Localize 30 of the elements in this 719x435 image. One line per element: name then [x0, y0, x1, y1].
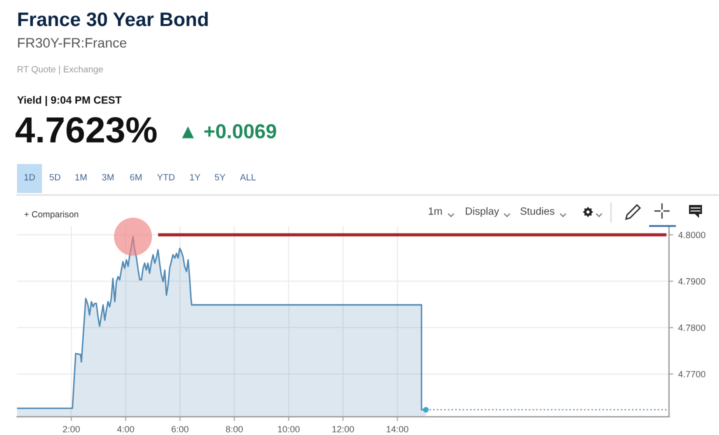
chart-title: France 30 Year Bond — [18, 12, 208, 26]
text: 1D — [24, 174, 35, 180]
text: YTD — [157, 174, 175, 180]
text: + Comparison — [24, 210, 78, 220]
y-tick-label: 4.7800 — [678, 324, 706, 331]
y-tick-label: 4.7700 — [678, 370, 706, 378]
x-tick-label: 12:00 — [332, 426, 354, 432]
text: ▲ +0.0069 — [182, 124, 276, 138]
chart-subtitle: FR30Y-FR:France — [18, 38, 126, 48]
x-tick-label: 2:00 — [63, 426, 80, 432]
text: 1M — [75, 174, 87, 180]
text: 4.7623% — [16, 117, 157, 143]
text: 1Y — [190, 174, 200, 180]
text: 1m — [428, 208, 442, 215]
text: 3M — [102, 174, 114, 180]
text: ALL — [240, 174, 256, 180]
y-tick-label: 4.7900 — [678, 278, 706, 285]
text: 6M — [130, 174, 142, 180]
x-tick-label: 14:00 — [386, 426, 408, 432]
text: Yield | 9:04 PM CEST — [17, 96, 122, 106]
text: 5D — [50, 174, 60, 180]
x-tick-label: 6:00 — [172, 426, 188, 432]
y-tick-label: 4.8000 — [678, 232, 706, 238]
x-tick-label: 10:00 — [278, 426, 300, 432]
text: Studies — [520, 207, 554, 215]
text: RT Quote | Exchange — [18, 66, 103, 74]
text: 5Y — [214, 174, 226, 180]
x-tick-label: 8:00 — [226, 426, 243, 432]
text: Display — [466, 207, 500, 217]
x-tick-label: 4:00 — [117, 426, 134, 432]
